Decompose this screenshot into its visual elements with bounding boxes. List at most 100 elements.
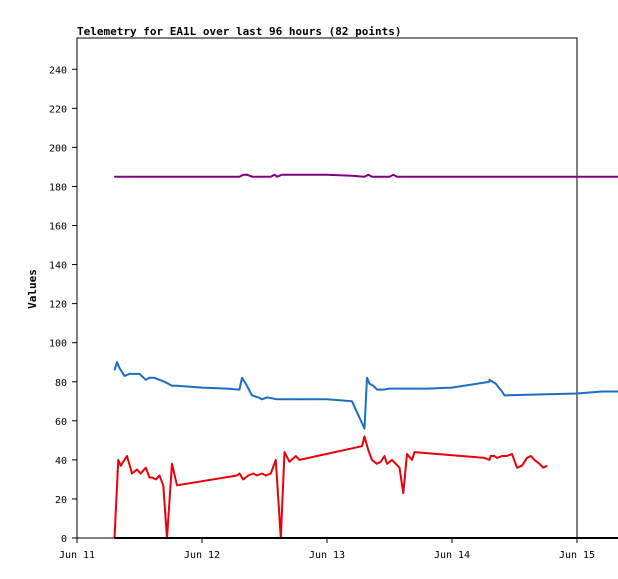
data-point (126, 455, 128, 457)
data-point (238, 176, 241, 178)
data-point (283, 451, 286, 453)
data-point (495, 383, 497, 385)
data-point (367, 174, 369, 176)
data-point (351, 175, 353, 177)
data-point (140, 472, 142, 475)
data-point (176, 385, 178, 387)
data-point (388, 176, 391, 178)
data-point (392, 174, 394, 176)
data-point (613, 390, 616, 393)
series-0 (113, 173, 618, 178)
data-point (496, 457, 498, 459)
data-point (261, 398, 263, 400)
data-point (503, 394, 506, 396)
data-point (138, 373, 141, 375)
data-point (113, 537, 116, 539)
data-point (501, 390, 503, 393)
y-tick-label: 100 (49, 339, 67, 350)
data-point (236, 474, 238, 477)
y-tick-label: 140 (49, 261, 67, 272)
data-point (542, 467, 544, 469)
data-point (298, 459, 301, 461)
data-point (266, 396, 268, 398)
data-point (241, 377, 243, 379)
data-point (291, 174, 293, 176)
data-point (361, 445, 363, 447)
data-point (171, 385, 173, 387)
data-point (242, 478, 244, 480)
data-point (117, 459, 119, 461)
data-point (601, 390, 603, 393)
data-point (376, 389, 378, 391)
data-point (576, 176, 578, 178)
data-point (155, 478, 157, 480)
data-point (483, 457, 486, 459)
data-point (171, 463, 173, 465)
data-point (501, 176, 503, 178)
data-point (451, 176, 453, 178)
data-point (295, 455, 297, 457)
data-point (396, 176, 398, 178)
x-tick-label: Jun 14 (434, 550, 470, 561)
data-point (383, 455, 386, 457)
data-point (128, 373, 131, 375)
data-point (326, 174, 328, 176)
data-point (270, 176, 272, 178)
y-axis-label: Values (26, 269, 39, 309)
data-point (501, 455, 503, 457)
chart-title: Telemetry for EA1L over last 96 hours (8… (77, 25, 402, 38)
data-point (286, 174, 288, 176)
data-point (398, 467, 401, 469)
data-point (388, 388, 391, 390)
data-point (176, 484, 178, 486)
y-tick-label: 180 (49, 182, 67, 193)
x-tick-label: Jun 12 (184, 550, 220, 561)
data-point (288, 398, 291, 400)
y-tick-label: 220 (49, 104, 67, 115)
data-point (576, 392, 578, 395)
data-point (601, 176, 603, 178)
y-tick-label: 80 (55, 378, 67, 389)
data-point (413, 451, 416, 453)
x-tick-label: Jun 15 (559, 550, 595, 561)
data-point (261, 472, 263, 475)
y-tick-label: 240 (49, 65, 67, 76)
data-point (367, 449, 369, 451)
x-axis: Jun 11 Jun 12 Jun 13 Jun 14 Jun 15 (59, 538, 595, 561)
y-tick-label: 20 (55, 495, 67, 506)
data-point (275, 459, 277, 461)
data-point (301, 398, 303, 400)
data-point (391, 459, 393, 461)
data-point (530, 455, 532, 457)
data-point (476, 176, 478, 178)
data-point (256, 474, 258, 477)
data-point (251, 176, 253, 178)
data-point (136, 469, 138, 471)
data-point (488, 459, 491, 461)
data-point (371, 176, 373, 178)
data-point (288, 461, 291, 463)
data-point (402, 492, 404, 494)
x-tick-label: Jun 13 (309, 550, 345, 561)
data-point (371, 459, 373, 461)
data-point (366, 377, 368, 379)
plot-area (76, 37, 578, 539)
data-point (158, 474, 161, 477)
data-point (493, 455, 496, 457)
data-point (363, 435, 366, 437)
data-point (526, 176, 528, 178)
data-point (551, 176, 553, 178)
data-point (382, 389, 384, 391)
data-point (238, 389, 241, 391)
data-point (368, 383, 371, 385)
data-point (426, 176, 428, 178)
data-point (516, 467, 518, 469)
y-axis: 0 20 40 60 80 100 120 140 160 180 200 220 240 (49, 65, 77, 545)
data-point (411, 459, 413, 461)
data-point (113, 176, 116, 178)
data-point (167, 383, 169, 385)
data-point (351, 400, 353, 402)
data-point (506, 455, 508, 457)
data-point (270, 472, 272, 475)
